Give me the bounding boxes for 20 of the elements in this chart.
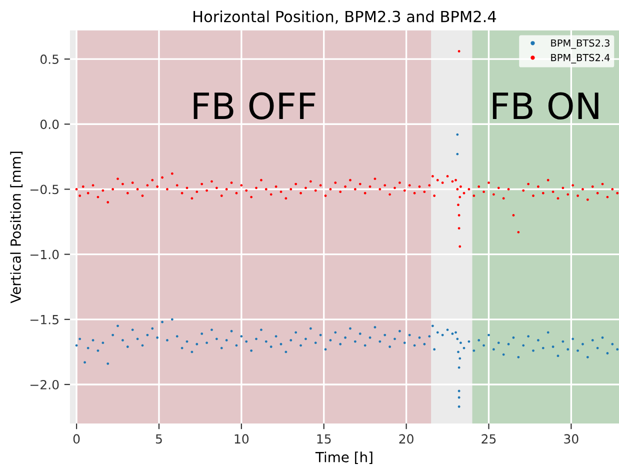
y-tick-label: −2.0 [30, 380, 59, 390]
x-tick-label: 15 [317, 434, 331, 444]
y-axis-title: Vertical Position [mm] [10, 152, 23, 304]
x-tick-label: 30 [564, 434, 578, 444]
y-tick-label: 0.0 [40, 120, 59, 130]
x-tick-label: 10 [234, 434, 249, 444]
y-tick-label: 0.5 [40, 54, 58, 64]
chart-title: Horizontal Position, BPM2.3 and BPM2.4 [194, 10, 496, 24]
y-tick-label: −1.5 [30, 315, 58, 324]
band-label: FB OFF [194, 92, 316, 120]
band-label: FB ON [492, 92, 598, 120]
legend-label: BPM_BTS2.4 [551, 54, 610, 64]
x-axis-title: Time [h] [315, 452, 372, 464]
x-tick-label: 20 [399, 434, 414, 444]
x-tick-label: 0 [73, 434, 80, 444]
x-tick-label: 5 [156, 434, 162, 444]
y-tick-label: −1.0 [30, 250, 59, 260]
x-tick-label: 25 [482, 434, 496, 444]
legend-label: BPM_BTS2.3 [551, 39, 610, 49]
y-tick-label: −0.5 [30, 184, 58, 194]
